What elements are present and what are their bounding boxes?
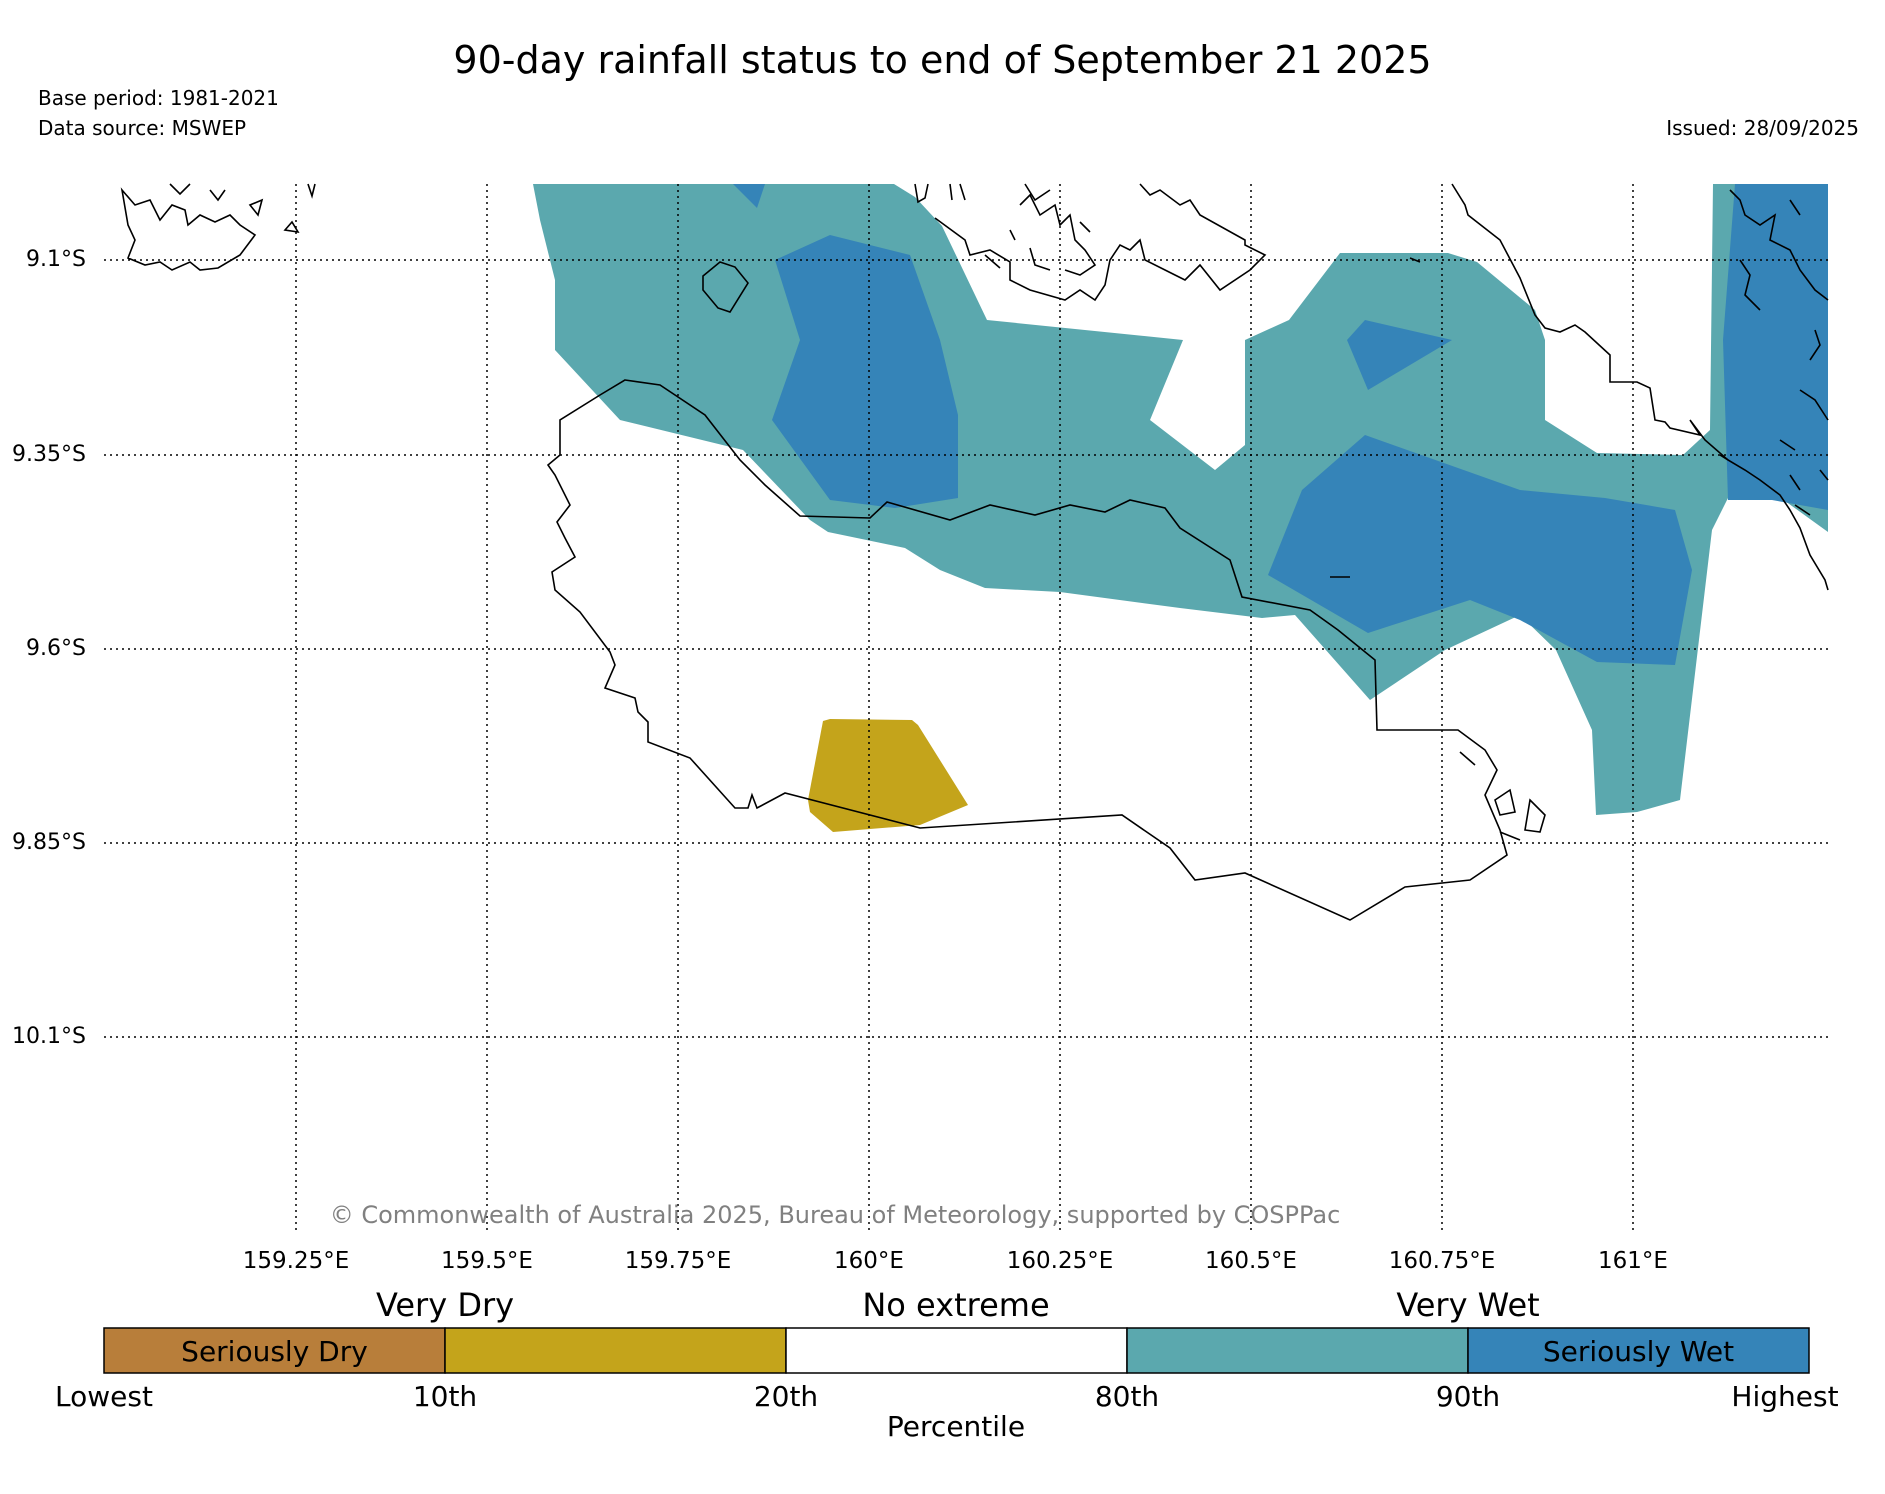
very-dry-area [808,719,968,832]
legend-tick-lowest: Lowest [55,1380,153,1413]
lon-label: 160.5°E [1205,1248,1297,1274]
seriously-wet-area-central [1268,435,1692,665]
legend-very-dry-swatch [444,1327,787,1374]
legend-tick-highest: Highest [1731,1380,1839,1413]
legend-seriously-dry-swatch [103,1327,446,1374]
legend-tick-80th: 80th [1094,1380,1160,1413]
legend-tick-20th: 20th [753,1380,819,1413]
lon-label: 160.25°E [1006,1248,1114,1274]
base-period-text: Base period: 1981-2021 [38,86,279,110]
seriously-wet-area-top [733,184,765,208]
gridlines [104,184,1828,1232]
seriously-wet-areas [733,184,1828,665]
lat-label: 9.6°S [26,636,86,661]
chart-title: 90-day rainfall status to end of Septemb… [453,38,1432,82]
lon-label: 160°E [834,1248,904,1274]
legend-no-extreme-heading: No extreme [862,1286,1050,1324]
lon-label: 161°E [1598,1248,1668,1274]
coastline-north-coast [914,183,1421,302]
legend-seriously-wet-swatch [1467,1327,1810,1374]
lon-label: 159.25°E [242,1248,350,1274]
legend-tick-10th: 10th [412,1380,478,1413]
coastline-islet [702,261,749,313]
issued-date: Issued: 28/09/2025 [1666,116,1859,140]
legend-seriously-dry-label: Seriously Dry [181,1335,368,1368]
coastlines [120,183,1829,921]
data-source-text: Data source: MSWEP [38,116,247,140]
coastline-northeast-island [1451,183,1829,591]
seriously-wet-area-west [772,235,958,508]
lon-label: 159.75°E [624,1248,732,1274]
copyright-notice: © Commonwealth of Australia 2025, Bureau… [329,1201,1341,1229]
legend-no-extreme-swatch [785,1327,1128,1374]
lon-label: 159.5°E [441,1248,533,1274]
legend-seriously-wet-label: Seriously Wet [1542,1335,1735,1368]
coastline-southeast-islets [1330,576,1546,841]
lat-label: 9.1°S [26,247,86,272]
legend-very-wet-heading: Very Wet [1396,1286,1540,1324]
very-dry-areas [808,719,968,832]
coastline-east-fragments [1719,189,1829,516]
lat-label: 9.35°S [12,442,86,467]
legend-tick-90th: 90th [1435,1380,1501,1413]
lat-label: 9.85°S [12,830,86,855]
lon-label: 160.75°E [1388,1248,1496,1274]
coastline-main-island [546,379,1508,921]
seriously-wet-area-east [1723,184,1828,510]
lat-label: 10.1°S [12,1024,86,1049]
legend-axis-title: Percentile [886,1410,1026,1443]
seriously-wet-area-islet [1347,320,1452,390]
legend-very-wet-swatch [1126,1327,1469,1374]
coastline-northwest-island [120,183,316,271]
legend-very-dry-heading: Very Dry [375,1286,515,1324]
